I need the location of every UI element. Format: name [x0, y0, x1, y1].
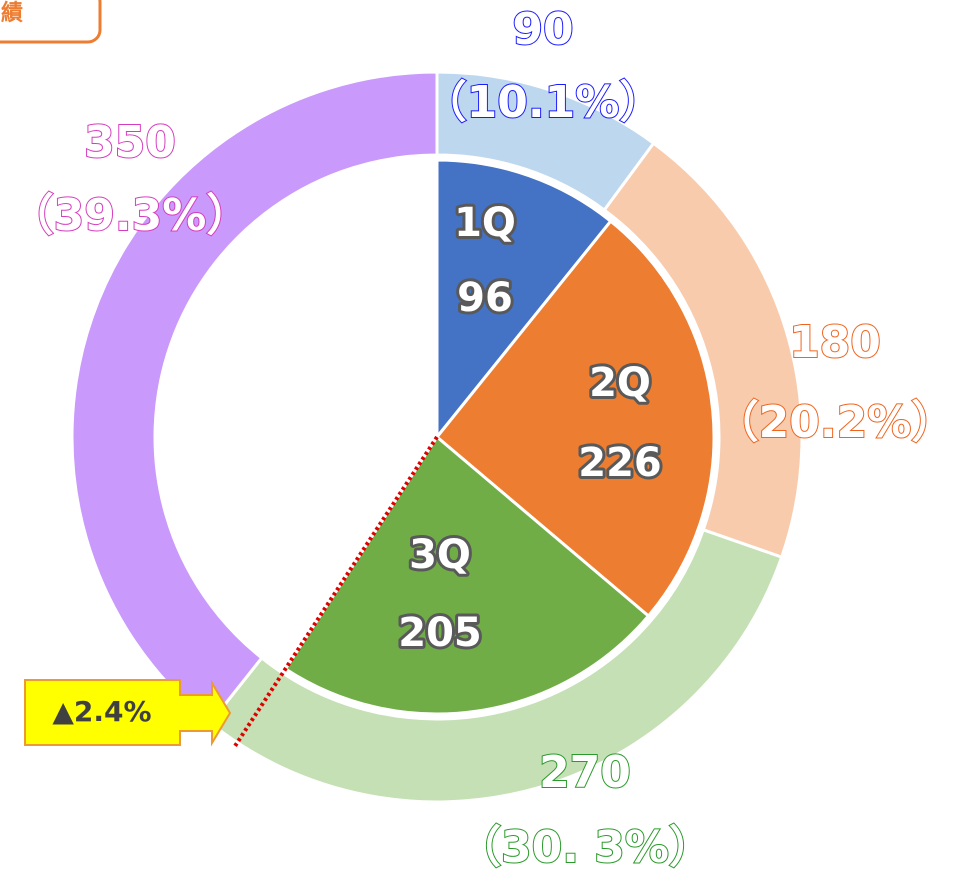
- outer-share-label: （20.2%）: [715, 397, 953, 448]
- outer-value-label: 270: [539, 747, 631, 798]
- inner-category-label: 2Q: [589, 360, 651, 406]
- outer-segment: [70, 70, 439, 726]
- outer-value-label: 90: [512, 4, 573, 55]
- outer-share-label: （10.1%）: [423, 77, 664, 128]
- inner-value-label: 226: [578, 440, 662, 486]
- outer-value-label: 350: [84, 117, 176, 168]
- outer-share-label: （30. 3%）: [457, 822, 713, 873]
- header-box: [0, 0, 102, 44]
- inner-category-label: 3Q: [409, 532, 471, 578]
- inner-category-label: 1Q: [454, 200, 516, 246]
- inner-value-label: 205: [398, 610, 482, 656]
- actual-end-line: [231, 435, 439, 750]
- inner-wedge: [283, 434, 651, 716]
- outer-value-label: 180: [789, 317, 881, 368]
- header-label: 績: [1, 0, 23, 26]
- callout-box: [24, 679, 232, 747]
- inner-wedge: [435, 158, 613, 442]
- inner-wedge: [434, 219, 716, 619]
- callout-label: ▲2.4%: [52, 695, 151, 728]
- inner-value-label: 96: [457, 275, 513, 321]
- outer-share-label: （39.3%）: [10, 190, 251, 241]
